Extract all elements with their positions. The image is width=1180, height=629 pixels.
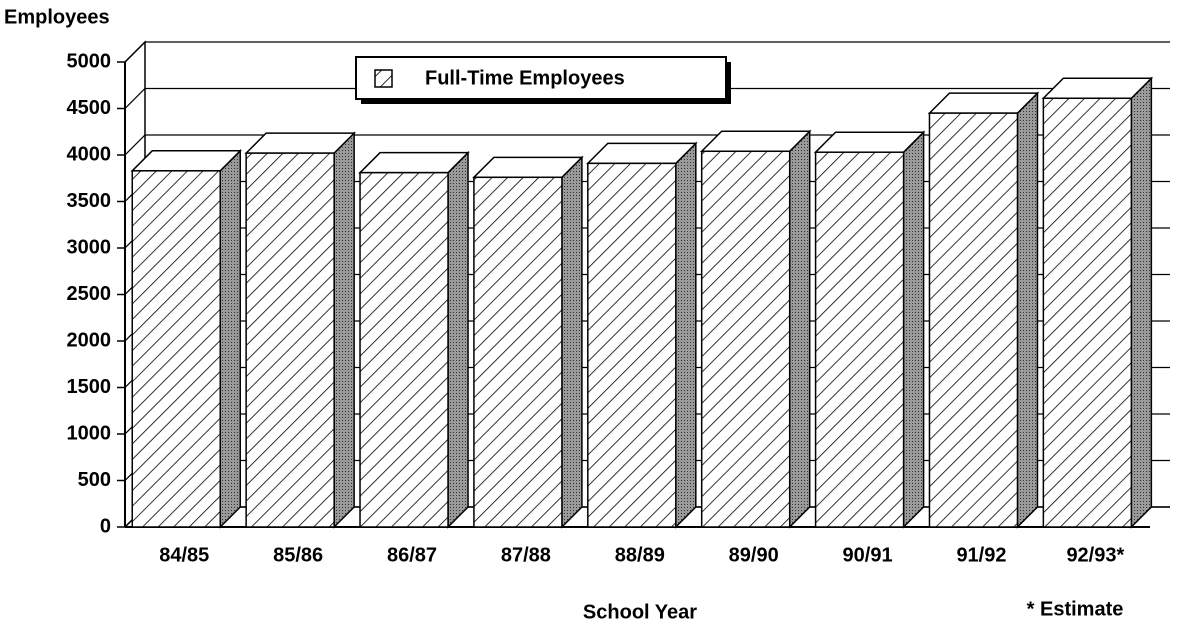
legend: Full-Time Employees <box>355 56 731 104</box>
bar-top <box>1041 77 1154 100</box>
bar-front <box>131 170 221 528</box>
bar-side <box>333 131 355 529</box>
bar <box>927 91 1040 529</box>
bar-front <box>245 152 335 528</box>
bar <box>244 131 356 529</box>
x-tick-label: 86/87 <box>387 544 437 566</box>
bar-side <box>219 148 241 529</box>
y-tick-label: 5000 <box>67 50 112 72</box>
bar-side <box>902 130 925 529</box>
annotation: * Estimate <box>1027 598 1124 620</box>
grid-line <box>124 41 1170 63</box>
y-tick-label: 4000 <box>67 143 112 165</box>
bar-side <box>447 150 469 529</box>
y-tick-label: 1000 <box>67 422 112 444</box>
bar <box>699 129 812 529</box>
x-tick-label: 90/91 <box>843 544 893 566</box>
y-tick-label: 3000 <box>67 236 112 258</box>
x-tick-label: 85/86 <box>273 544 323 566</box>
bar-top <box>244 132 356 154</box>
bar <box>813 130 926 529</box>
y-tick-label: 3500 <box>67 190 112 212</box>
legend-box <box>355 56 727 100</box>
x-tick-label: 92/93* <box>1066 544 1124 566</box>
bar-top <box>813 131 926 153</box>
bar-top <box>699 130 812 153</box>
bar-side <box>675 141 697 529</box>
legend-label: Full-Time Employees <box>425 67 625 89</box>
bar <box>358 150 470 529</box>
bar-front <box>473 176 563 528</box>
bar-top <box>358 151 470 174</box>
bar-top <box>927 92 1040 114</box>
bar-top <box>585 142 698 165</box>
bar <box>585 141 698 529</box>
y-tick-label: 500 <box>78 469 111 491</box>
bar-side <box>1130 76 1153 529</box>
x-axis-title: School Year <box>583 601 697 623</box>
bar-front <box>928 112 1019 528</box>
bars: 84/85 85/86 86/87 87/88 88/89 89/90 90/91 91/92… <box>130 76 1154 566</box>
bar-top <box>130 150 243 172</box>
x-tick-label: 91/92 <box>956 544 1006 566</box>
x-tick-label: 87/88 <box>501 544 551 566</box>
legend-swatch <box>374 69 393 88</box>
bar-front <box>814 151 905 528</box>
bar <box>130 148 243 529</box>
bar-front <box>700 150 791 528</box>
bar-front <box>587 162 677 528</box>
bar-side <box>1016 91 1039 529</box>
y-tick-label: 2500 <box>67 283 112 305</box>
y-tick-label: 4500 <box>67 97 112 119</box>
x-tick-label: 84/85 <box>159 544 209 566</box>
x-tick-label: 88/89 <box>615 544 665 566</box>
grid-line <box>124 134 1170 156</box>
bar <box>1041 76 1154 529</box>
bar-side <box>788 129 811 529</box>
bar <box>472 155 584 529</box>
bar-side <box>561 155 583 529</box>
y-tick-label: 1500 <box>67 376 112 398</box>
grid-line <box>124 87 1170 109</box>
y-tick-label: 0 <box>100 515 111 537</box>
x-tick-label: 89/90 <box>729 544 779 566</box>
y-tick-label: 2000 <box>67 329 112 351</box>
bar-top <box>472 156 584 179</box>
bar-front <box>1042 97 1133 528</box>
bar-front <box>359 171 449 528</box>
y-axis-title: Employees <box>4 6 110 28</box>
